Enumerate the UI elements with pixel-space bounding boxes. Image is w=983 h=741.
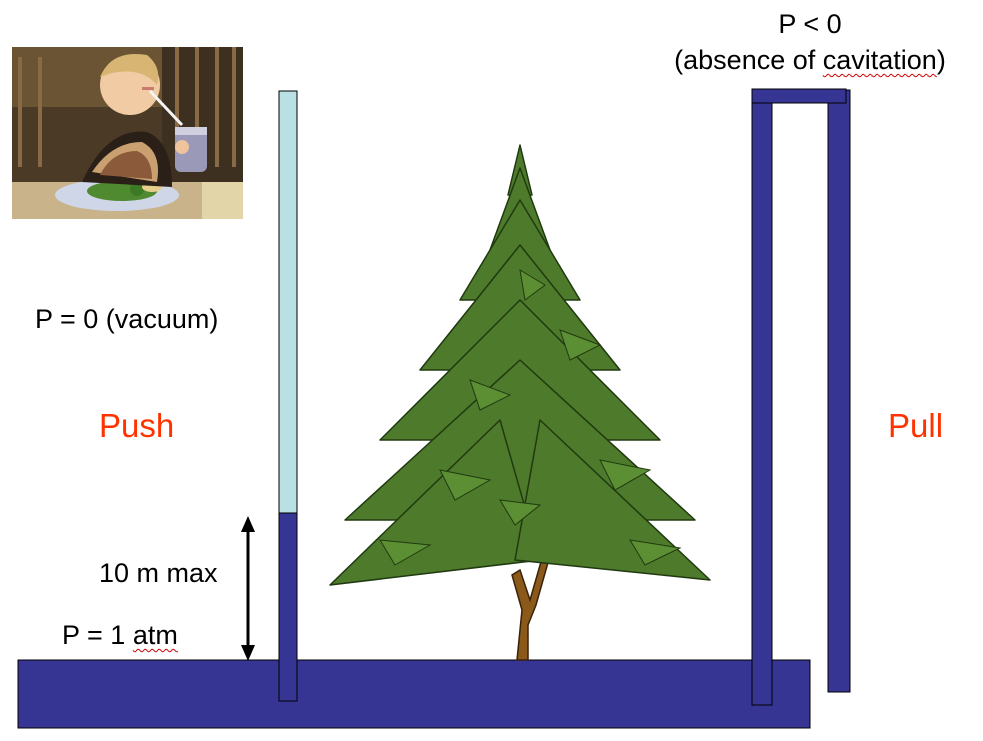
pull-pressure-label: P < 0 (absence of cavitation): [652, 6, 968, 78]
push-tube: [278, 90, 298, 702]
absence-of-cavitation: (absence of cavitation): [674, 45, 946, 75]
double-headed-arrow-icon: [241, 516, 255, 661]
pull-tube: [751, 88, 851, 706]
vacuum-label: P = 0 (vacuum): [35, 304, 219, 334]
one-atm-label: P = 1 atm: [62, 620, 178, 650]
child-drinking-photo: [12, 47, 243, 219]
p-less-than-zero: P < 0: [778, 9, 842, 39]
push-label: Push: [99, 407, 175, 444]
water-reservoir: [17, 659, 811, 729]
pull-label: Pull: [888, 407, 944, 444]
ten-m-max-label: 10 m max: [99, 558, 218, 588]
conifer-tree-icon: [329, 144, 711, 661]
